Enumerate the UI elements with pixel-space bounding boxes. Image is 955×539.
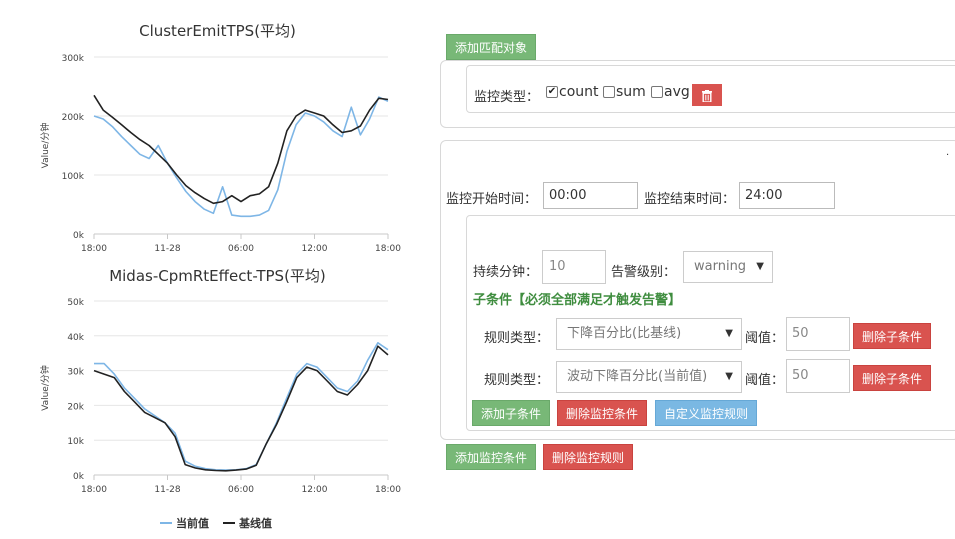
- rule-2-type-value: 波动下降百分比(当前值): [567, 369, 708, 384]
- rule-2-type-label: 规则类型：: [484, 373, 550, 388]
- rule-2-threshold-input[interactable]: 50: [786, 359, 850, 393]
- chart-2-x-tick-label: 18:00: [81, 485, 107, 495]
- duration-label: 持续分钟：: [473, 265, 539, 280]
- alarm-level-value: warning: [694, 259, 747, 274]
- chart-1-y-axis-label: Value/分钟: [39, 123, 51, 169]
- end-time-input[interactable]: 24:00: [739, 182, 835, 209]
- delete-monitor-rule-button[interactable]: 删除监控规则: [543, 444, 634, 470]
- chart-1-y-tick-label: 100k: [62, 172, 85, 182]
- chart-2-x-tick-label: 18:00: [375, 485, 401, 495]
- panel-close-marker[interactable]: ·: [946, 150, 950, 161]
- chart-2-y-tick-label: 20k: [67, 402, 84, 412]
- chart-1-y-tick-label: 0k: [73, 231, 85, 241]
- delete-monitor-type-button[interactable]: [692, 84, 722, 106]
- chart-2-title: Midas-CpmRtEffect-TPS(平均): [109, 267, 326, 285]
- chart-2-y-tick-label: 40k: [67, 333, 84, 343]
- sub-condition-note: 子条件【必须全部满足才触发告警】: [473, 293, 682, 308]
- chart-1-series-current-line: [93, 96, 389, 218]
- chart-2-y-tick-label: 10k: [67, 437, 84, 447]
- chevron-down-icon: ▼: [725, 371, 733, 382]
- add-match-object-button[interactable]: 添加匹配对象: [446, 34, 537, 60]
- chart-2-y-tick-label: 50k: [67, 298, 84, 308]
- sum-checkbox-label: sum: [616, 84, 646, 100]
- count-checkbox-label: count: [559, 84, 599, 100]
- avg-checkbox[interactable]: [651, 86, 663, 98]
- legend-item-current[interactable]: 当前值: [160, 515, 209, 531]
- chart-1-svg: 0k 100k 200k 300k 18:00 11-28 06:00 12:00 18:00 V…: [39, 54, 401, 254]
- rule-1-type-label: 规则类型：: [484, 331, 550, 346]
- rule-1-type-select[interactable]: 下降百分比(比基线) ▼: [556, 318, 742, 350]
- monitor-type-label: 监控类型：: [474, 90, 540, 105]
- rule-2-type-select[interactable]: 波动下降百分比(当前值) ▼: [556, 361, 742, 393]
- legend-swatch-current: [160, 522, 172, 524]
- chart-1-title: ClusterEmitTPS(平均): [139, 22, 296, 40]
- legend-swatch-baseline: [223, 522, 235, 524]
- chevron-down-icon: ▼: [725, 328, 733, 339]
- avg-checkbox-label: avg: [664, 84, 690, 100]
- start-time-input[interactable]: 00:00: [543, 182, 638, 209]
- chart-2-x-tick-label: 06:00: [228, 485, 254, 495]
- chart-1-series-baseline-line: [93, 94, 389, 205]
- chart-2-x-tick-label: 12:00: [302, 485, 328, 495]
- rule-1-threshold-input[interactable]: 50: [786, 317, 850, 351]
- start-time-label: 监控开始时间：: [446, 192, 538, 207]
- duration-input[interactable]: 10: [542, 250, 606, 284]
- rule-1-delete-button[interactable]: 删除子条件: [853, 323, 932, 349]
- chart-2-svg: 0k 10k 20k 30k 40k 50k 18:00 11-28 06:00 12:00 18:…: [39, 298, 401, 495]
- trash-icon: [702, 89, 712, 103]
- sum-checkbox[interactable]: [603, 86, 615, 98]
- chart-2-y-tick-label: 30k: [67, 368, 84, 378]
- end-time-label: 监控结束时间：: [644, 192, 736, 207]
- chart-2-y-axis-label: Value/分钟: [39, 365, 51, 411]
- add-sub-condition-button[interactable]: 添加子条件: [472, 400, 551, 426]
- legend-label-baseline: 基线值: [239, 517, 272, 530]
- chart-2-series-baseline-line: [93, 345, 389, 472]
- chart-1-y-tick-label: 200k: [62, 113, 85, 123]
- chart-1-x-tick-label: 12:00: [302, 244, 328, 254]
- custom-monitor-rule-button[interactable]: 自定义监控规则: [655, 400, 758, 426]
- add-monitor-condition-button[interactable]: 添加监控条件: [446, 444, 537, 470]
- rule-1-type-value: 下降百分比(比基线): [567, 326, 682, 341]
- legend-item-baseline[interactable]: 基线值: [223, 515, 272, 531]
- chart-1-x-tick-label: 11-28: [154, 244, 180, 254]
- alarm-level-select[interactable]: warning ▼: [683, 251, 773, 283]
- chart-1-x-tick-label: 06:00: [228, 244, 254, 254]
- rule-2-delete-button[interactable]: 删除子条件: [853, 365, 932, 391]
- alarm-level-label: 告警级别：: [611, 265, 677, 280]
- legend-label-current: 当前值: [176, 517, 209, 530]
- chart-2-y-tick-label: 0k: [73, 472, 85, 482]
- rule-2-threshold-label: 阈值：: [745, 373, 785, 388]
- delete-monitor-condition-button[interactable]: 删除监控条件: [557, 400, 648, 426]
- rule-1-threshold-label: 阈值：: [745, 331, 785, 346]
- chart-2-x-tick-label: 11-28: [154, 485, 180, 495]
- chevron-down-icon: ▼: [756, 261, 764, 272]
- chart-1-x-tick-label: 18:00: [81, 244, 107, 254]
- chart-1-y-tick-label: 300k: [62, 54, 85, 64]
- chart-legend: 当前值 基线值: [160, 515, 272, 531]
- count-checkbox[interactable]: ✔: [546, 86, 558, 98]
- chart-1-x-tick-label: 18:00: [375, 244, 401, 254]
